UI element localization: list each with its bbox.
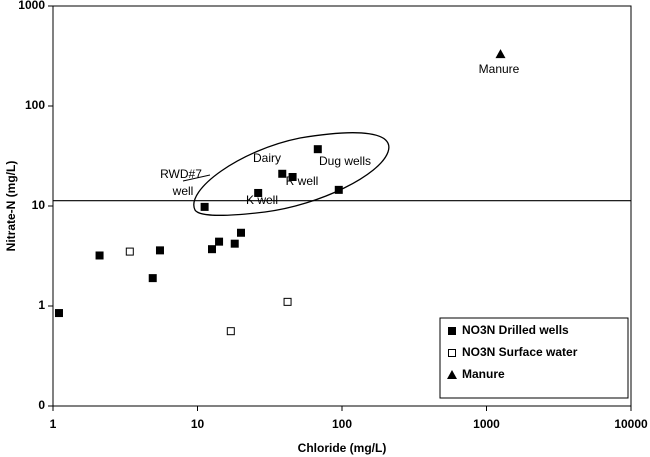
point — [334, 185, 343, 194]
y-tick-label: 10 — [32, 198, 46, 212]
x-tick-label: 1000 — [473, 417, 500, 431]
group-outline — [193, 132, 390, 216]
point — [200, 202, 209, 211]
legend-marker — [447, 370, 457, 379]
annotation: R well — [286, 174, 319, 188]
y-tick-label: 1 — [38, 298, 45, 312]
point — [313, 145, 322, 154]
annotation: K well — [246, 193, 278, 207]
point — [54, 309, 63, 318]
point — [283, 297, 292, 306]
point — [288, 172, 297, 181]
x-tick-label: 10 — [191, 417, 205, 431]
y-tick-label: 100 — [25, 98, 45, 112]
x-tick-label: 10000 — [614, 417, 648, 431]
point — [215, 237, 224, 246]
point — [278, 169, 287, 178]
annotation: RWD#7 — [160, 167, 202, 181]
legend — [439, 317, 629, 399]
x-tick-label: 100 — [332, 417, 352, 431]
annotation: Dairy — [253, 151, 281, 165]
x-tick-label: 1 — [50, 417, 57, 431]
annotation: Dug wells — [319, 154, 371, 168]
point — [208, 245, 217, 254]
y-axis-title: Nitrate-N (mg/L) — [4, 161, 18, 252]
point — [148, 274, 157, 283]
legend-label: NO3N Surface water — [462, 345, 578, 359]
annotation: well — [172, 184, 194, 198]
point — [95, 251, 104, 260]
legend-marker — [448, 327, 456, 335]
annotation-pointer — [182, 174, 211, 182]
point — [236, 228, 245, 237]
legend-label: NO3N Drilled wells — [462, 323, 569, 337]
y-tick-label: 1000 — [18, 0, 45, 12]
point — [254, 188, 263, 197]
y-tick-label: 0 — [38, 398, 45, 412]
legend-marker — [448, 349, 456, 357]
point — [226, 327, 235, 336]
point — [495, 49, 506, 59]
annotation: Manure — [479, 62, 520, 76]
legend-label: Manure — [462, 367, 505, 381]
point — [230, 239, 239, 248]
point — [125, 247, 134, 256]
point — [155, 246, 164, 255]
x-axis-title: Chloride (mg/L) — [298, 441, 387, 455]
